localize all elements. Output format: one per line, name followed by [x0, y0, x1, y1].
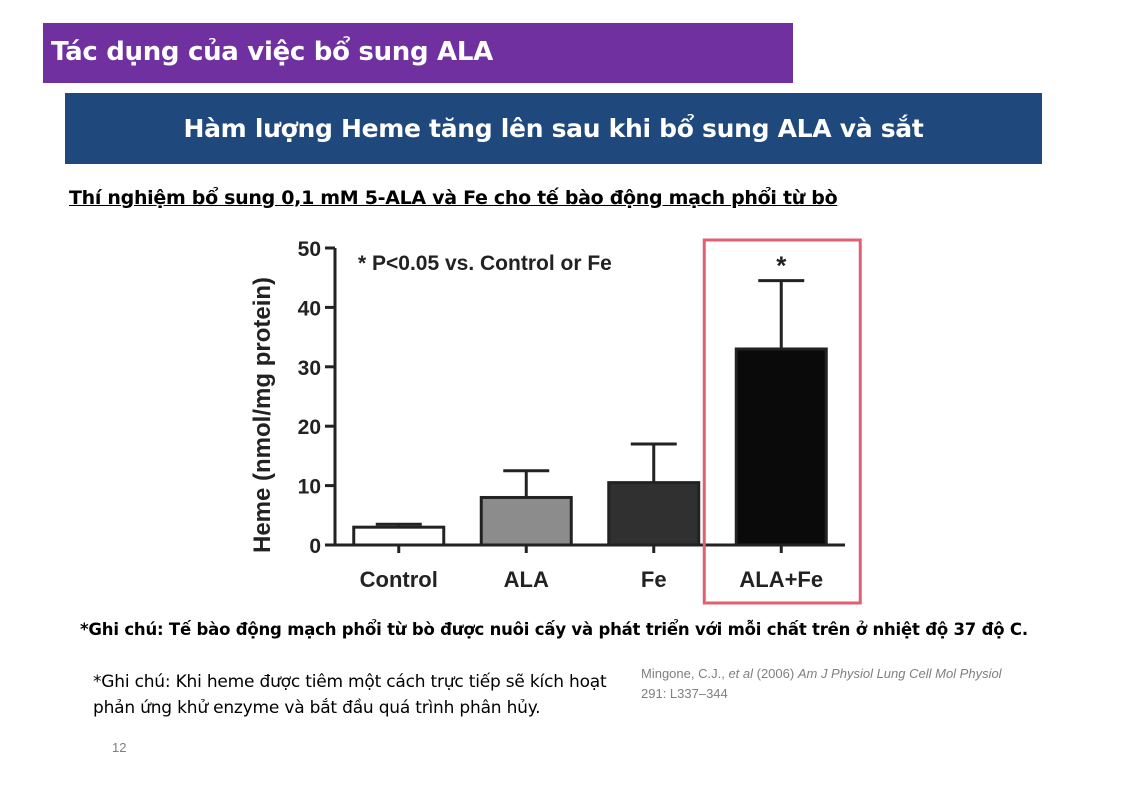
bar-ala	[479, 495, 573, 547]
heme-bar-chart: Heme (nmol/mg protein) * P<0.05 vs. Cont…	[249, 238, 862, 605]
page-title: Tác dụng của việc bổ sung ALA	[51, 37, 493, 67]
y-tick-label: 0	[309, 535, 321, 558]
note-culture: *Ghi chú: Tế bào động mạch phổi từ bò đư…	[80, 620, 1028, 639]
citation-authors: Mingone, C.J.,	[641, 666, 729, 681]
bar-fe	[607, 481, 701, 547]
x-tick-label: ALA+Fe	[739, 567, 823, 592]
citation-pages: 291: L337–344	[641, 686, 728, 701]
x-tick-label: Fe	[641, 567, 667, 592]
subtitle-bar: Hàm lượng Heme tăng lên sau khi bổ sung …	[65, 93, 1042, 164]
citation: Mingone, C.J., et al (2006) Am J Physiol…	[641, 664, 1061, 704]
x-tick-label: ALA	[504, 567, 549, 592]
citation-journal: Am J Physiol Lung Cell Mol Physiol	[797, 666, 1002, 681]
y-tick-label: 50	[298, 238, 321, 261]
y-tick-label: 10	[298, 476, 321, 499]
y-tick-label: 20	[298, 416, 321, 439]
citation-etal: et al	[728, 666, 754, 681]
significance-star: *	[776, 251, 787, 281]
note-heme: *Ghi chú: Khi heme được tiêm một cách tr…	[93, 672, 607, 718]
y-axis-label: Heme (nmol/mg protein)	[249, 277, 276, 553]
page-subtitle: Hàm lượng Heme tăng lên sau khi bổ sung …	[183, 114, 924, 143]
citation-year: (2006)	[753, 666, 798, 681]
y-tick-label: 40	[298, 297, 321, 320]
highlight-box	[702, 238, 862, 605]
page-number: 12	[112, 740, 127, 755]
y-tick-label: 30	[298, 357, 321, 380]
title-bar: Tác dụng của việc bổ sung ALA	[43, 23, 793, 83]
x-tick-label: Control	[360, 567, 438, 592]
significance-annotation: * P<0.05 vs. Control or Fe	[358, 252, 612, 275]
experiment-description: Thí nghiệm bổ sung 0,1 mM 5-ALA và Fe ch…	[69, 187, 838, 209]
bar-ala-fe	[734, 347, 828, 547]
bar-control	[352, 525, 446, 547]
